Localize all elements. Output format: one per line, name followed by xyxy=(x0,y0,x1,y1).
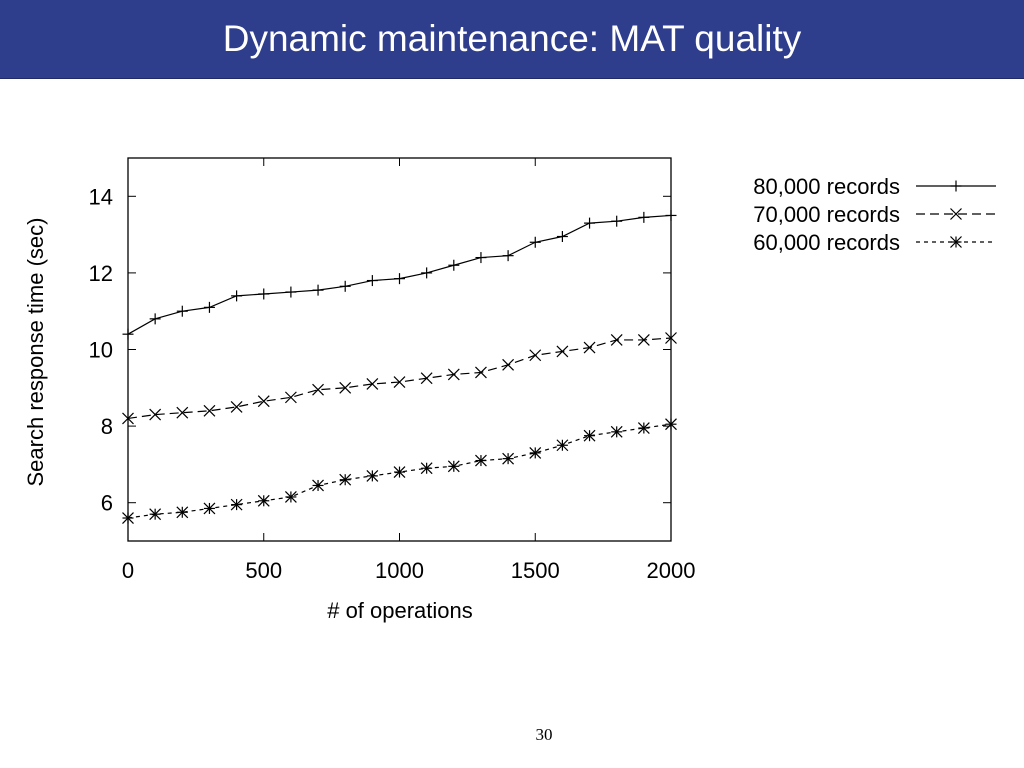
y-tick-label: 14 xyxy=(89,184,113,209)
series-1-point xyxy=(529,236,541,248)
legend-label: 60,000 records xyxy=(753,230,900,255)
series-1-point xyxy=(231,290,243,302)
series-3-point xyxy=(284,491,297,503)
series-1-point xyxy=(611,215,623,227)
series-3-point xyxy=(610,425,623,438)
series-line-3 xyxy=(127,423,672,519)
series-2-point xyxy=(529,349,542,362)
series-3-point xyxy=(583,429,596,442)
legend-marker xyxy=(950,208,962,220)
x-tick-label: 1500 xyxy=(511,558,560,583)
series-1-point xyxy=(122,328,134,340)
series-2-point xyxy=(284,391,297,404)
series-1-point xyxy=(366,275,378,287)
series-2-point xyxy=(583,341,596,354)
series-2-point xyxy=(366,378,379,390)
series-2-point xyxy=(393,376,406,388)
series-1-point xyxy=(638,211,650,223)
series-1-point xyxy=(149,313,161,325)
series-2-point xyxy=(556,345,569,358)
series-3-point xyxy=(366,469,379,482)
series-2-point xyxy=(420,372,433,385)
series-1-point xyxy=(285,286,297,298)
series-1-point xyxy=(339,280,351,292)
series-2-point xyxy=(122,412,134,425)
legend-label: 70,000 records xyxy=(753,202,900,227)
legend-label: 80,000 records xyxy=(753,174,900,199)
plot-frame xyxy=(127,157,672,542)
y-tick-label: 12 xyxy=(89,261,113,286)
series-1-point xyxy=(203,301,215,313)
x-axis-label: # of operations xyxy=(327,598,473,623)
series-3-point xyxy=(230,498,243,511)
series-3-point xyxy=(420,462,433,475)
series-1-point xyxy=(312,284,324,296)
y-axis-label: Search response time (sec) xyxy=(23,218,48,487)
series-1-point xyxy=(448,259,460,271)
x-tick-label: 500 xyxy=(245,558,282,583)
series-1-point xyxy=(584,217,596,229)
series-1-point xyxy=(502,250,514,262)
legend-marker xyxy=(950,180,962,192)
series-1-point xyxy=(556,231,568,243)
slide-title-bar: Dynamic maintenance: MAT quality xyxy=(0,0,1024,79)
series-2-point xyxy=(257,395,270,408)
series-1-point xyxy=(394,273,405,285)
series-3-point xyxy=(665,418,677,431)
series-1-point xyxy=(421,267,433,279)
x-tick-label: 0 xyxy=(122,558,134,583)
y-tick-label: 10 xyxy=(89,338,113,363)
series-3-point xyxy=(257,494,270,507)
series-3-point xyxy=(203,502,216,515)
series-2-point xyxy=(176,406,189,419)
legend-marker xyxy=(950,236,962,248)
series-2-point xyxy=(312,383,324,396)
y-tick-label: 6 xyxy=(101,491,113,516)
series-3-point xyxy=(122,512,134,524)
series-3-point xyxy=(176,506,189,519)
series-3-point xyxy=(149,508,162,521)
series-line-2 xyxy=(127,337,672,420)
series-2-point xyxy=(502,358,515,371)
series-3-point xyxy=(393,466,406,478)
series-3-point xyxy=(556,439,569,452)
series-3-point xyxy=(447,460,460,473)
x-tick-label: 2000 xyxy=(647,558,696,583)
series-3-point xyxy=(475,454,487,467)
series-2-point xyxy=(610,334,623,346)
series-2-point xyxy=(665,332,677,344)
series-3-point xyxy=(502,452,515,465)
series-2-point xyxy=(230,401,243,413)
series-1-point xyxy=(258,288,270,300)
series-2-point xyxy=(203,404,216,417)
y-tick-label: 8 xyxy=(101,414,113,439)
slide-title: Dynamic maintenance: MAT quality xyxy=(222,18,802,59)
series-2-point xyxy=(149,408,162,421)
series-1-point xyxy=(665,209,677,221)
series-1-point xyxy=(176,305,188,317)
series-2-point xyxy=(475,366,487,379)
series-3-point xyxy=(529,446,542,459)
series-1-point xyxy=(475,252,487,264)
series-3-point xyxy=(339,473,352,486)
page-number: 30 xyxy=(535,725,553,744)
x-tick-label: 1000 xyxy=(375,558,424,583)
series-2-point xyxy=(339,381,352,394)
series-2-point xyxy=(447,368,460,381)
series-3-point xyxy=(312,479,324,492)
series-2-point xyxy=(637,334,650,346)
series-3-point xyxy=(637,422,650,434)
